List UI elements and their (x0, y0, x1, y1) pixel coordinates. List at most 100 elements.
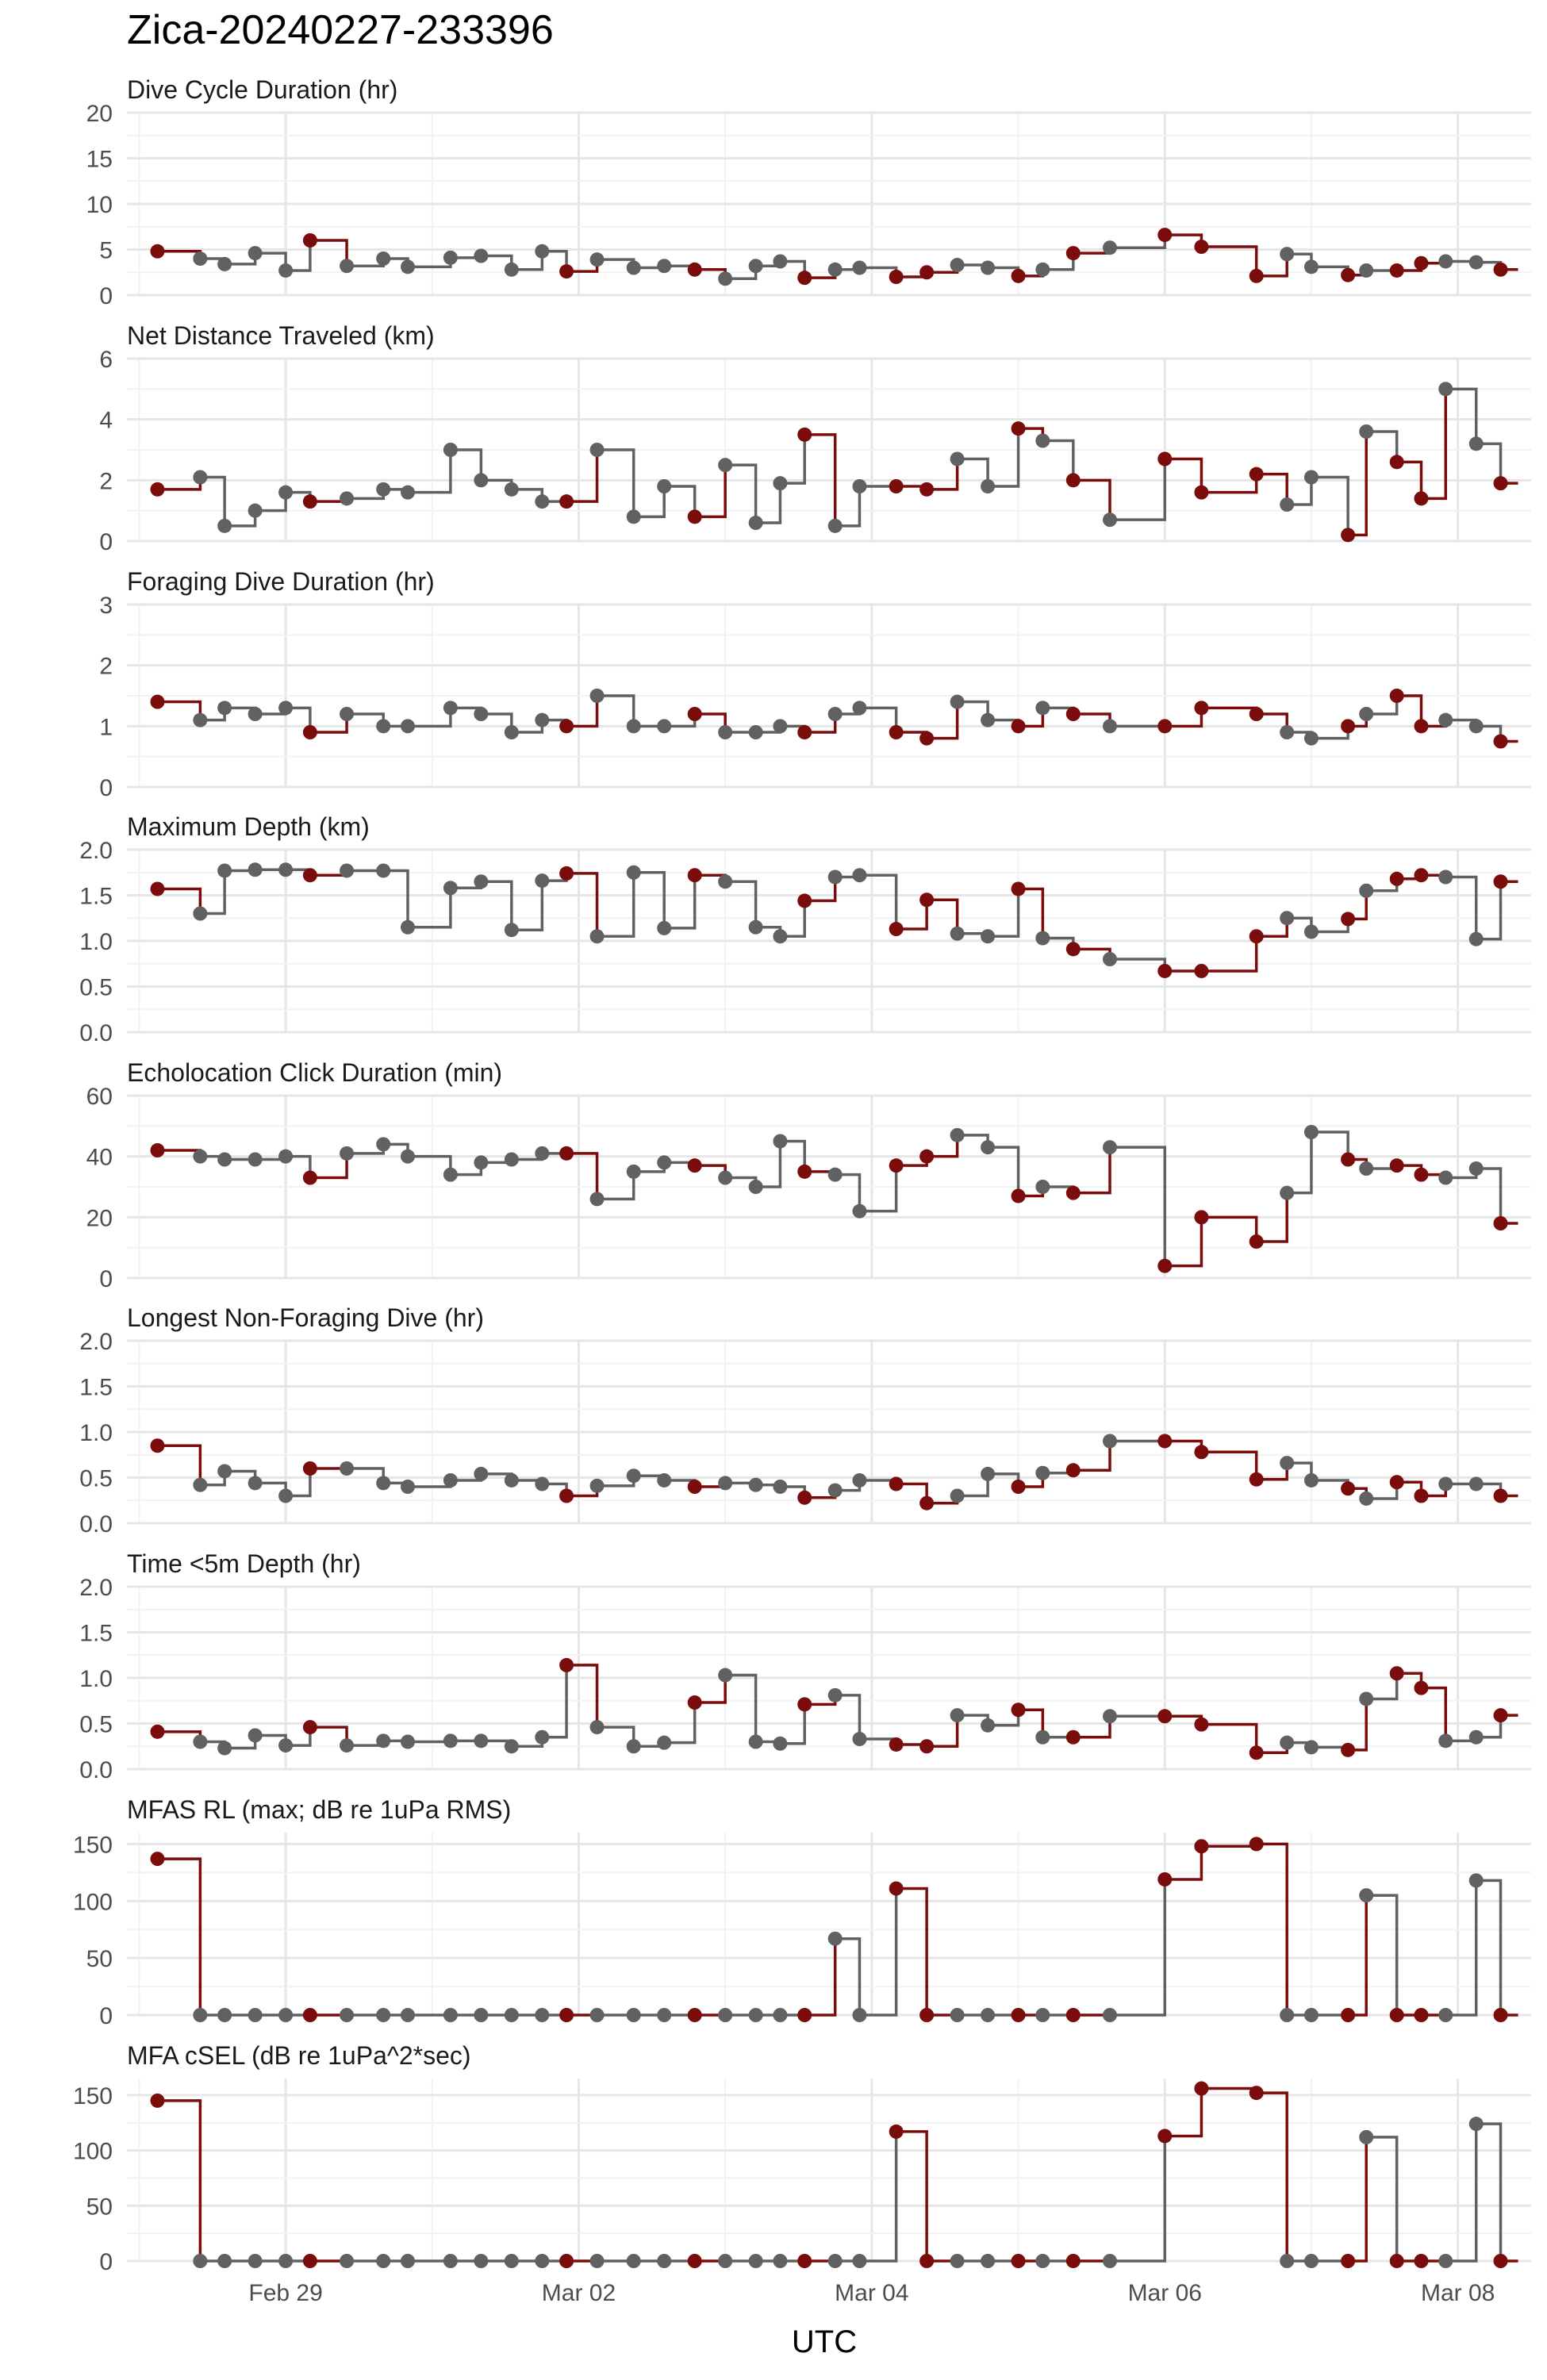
data-point (559, 2254, 574, 2268)
data-point (1389, 263, 1404, 278)
data-point (748, 516, 763, 530)
data-point (1468, 1729, 1484, 1745)
data-point (443, 881, 458, 896)
data-point (340, 259, 355, 274)
data-point (748, 919, 763, 935)
series-step-segment (725, 463, 758, 523)
series-step-segment (1445, 387, 1478, 444)
series-step-segment (1287, 477, 1313, 506)
data-point (1493, 1216, 1508, 1230)
data-point (559, 1146, 574, 1161)
data-point (950, 1708, 965, 1723)
y-tick-label: 150 (73, 2083, 113, 2109)
data-point (1249, 268, 1264, 283)
series-step-segment (597, 1171, 635, 1201)
data-point (797, 893, 812, 908)
data-point (1341, 2254, 1356, 2268)
data-point (1011, 2008, 1026, 2022)
data-point (1035, 1180, 1050, 1194)
data-point (535, 1729, 550, 1745)
data-point (773, 929, 788, 944)
series-step-segment (1348, 432, 1368, 537)
data-point (657, 2008, 672, 2022)
data-point (1103, 240, 1117, 255)
data-point (504, 923, 519, 938)
data-point (1341, 1152, 1356, 1167)
y-tick-label: 0 (99, 775, 113, 801)
data-point (1303, 1125, 1319, 1139)
data-point (797, 725, 812, 739)
series-step-segment (1018, 1708, 1045, 1737)
data-point (248, 1152, 263, 1167)
data-point (1359, 707, 1374, 721)
data-point (981, 2008, 996, 2022)
series-step-segment (1110, 459, 1167, 521)
data-point (278, 862, 294, 877)
data-point (150, 2093, 165, 2108)
data-point (1065, 707, 1081, 721)
data-point (474, 1466, 489, 1481)
series-step-segment (988, 1146, 1020, 1196)
data-point (193, 1477, 208, 1492)
data-point (748, 1180, 763, 1194)
series-step-segment (566, 450, 599, 503)
data-point (626, 719, 641, 734)
series-step-segment (1165, 2088, 1203, 2138)
y-tick-label: 2.0 (79, 1329, 113, 1355)
data-point (1359, 1491, 1374, 1506)
data-point (1493, 874, 1508, 889)
data-point (248, 503, 263, 518)
data-point (687, 707, 702, 721)
data-point (1103, 952, 1117, 966)
data-point (1389, 2008, 1404, 2022)
data-point (919, 1495, 935, 1511)
data-point (718, 1668, 733, 1683)
data-point (1438, 1733, 1453, 1749)
data-point (889, 725, 904, 739)
data-point (1103, 2008, 1117, 2022)
series-step-segment (694, 465, 727, 519)
data-point (657, 1155, 672, 1170)
data-point (1157, 1258, 1173, 1273)
data-point (657, 259, 672, 274)
series-step-segment (957, 1473, 989, 1498)
data-point (401, 919, 415, 935)
data-point (748, 2254, 763, 2268)
data-point (1303, 470, 1319, 485)
series-step-segment (1445, 1880, 1478, 2017)
data-point (1359, 883, 1374, 898)
data-point (1341, 2008, 1356, 2022)
series-step-segment (1042, 439, 1075, 481)
data-point (1341, 267, 1356, 282)
data-point (981, 1718, 996, 1733)
data-point (687, 2254, 702, 2268)
data-point (1103, 512, 1117, 528)
data-point (1280, 497, 1295, 512)
data-point (302, 725, 317, 739)
data-point (1414, 1488, 1429, 1503)
series-step-segment (1476, 2122, 1503, 2261)
data-point (589, 252, 605, 267)
x-tick-label: Feb 29 (248, 2280, 322, 2306)
data-point (401, 1149, 415, 1164)
data-point (217, 701, 232, 716)
series-step-segment (1110, 2136, 1167, 2263)
series-step-segment (1256, 2091, 1288, 2261)
data-point (1493, 1488, 1508, 1503)
data-point (657, 719, 672, 734)
data-point (217, 518, 232, 533)
data-point (1194, 1839, 1209, 1854)
data-point (248, 1476, 263, 1491)
data-point (1035, 931, 1050, 946)
data-point (589, 1192, 605, 1207)
series-step-segment (896, 1887, 928, 2015)
data-point (797, 271, 812, 286)
y-tick-label: 50 (86, 2194, 113, 2220)
data-point (827, 1167, 843, 1182)
data-point (248, 707, 263, 721)
data-point (504, 2008, 519, 2022)
data-point (852, 2254, 867, 2268)
data-point (1249, 1472, 1264, 1487)
data-point (193, 2254, 208, 2268)
data-point (1438, 1476, 1453, 1491)
